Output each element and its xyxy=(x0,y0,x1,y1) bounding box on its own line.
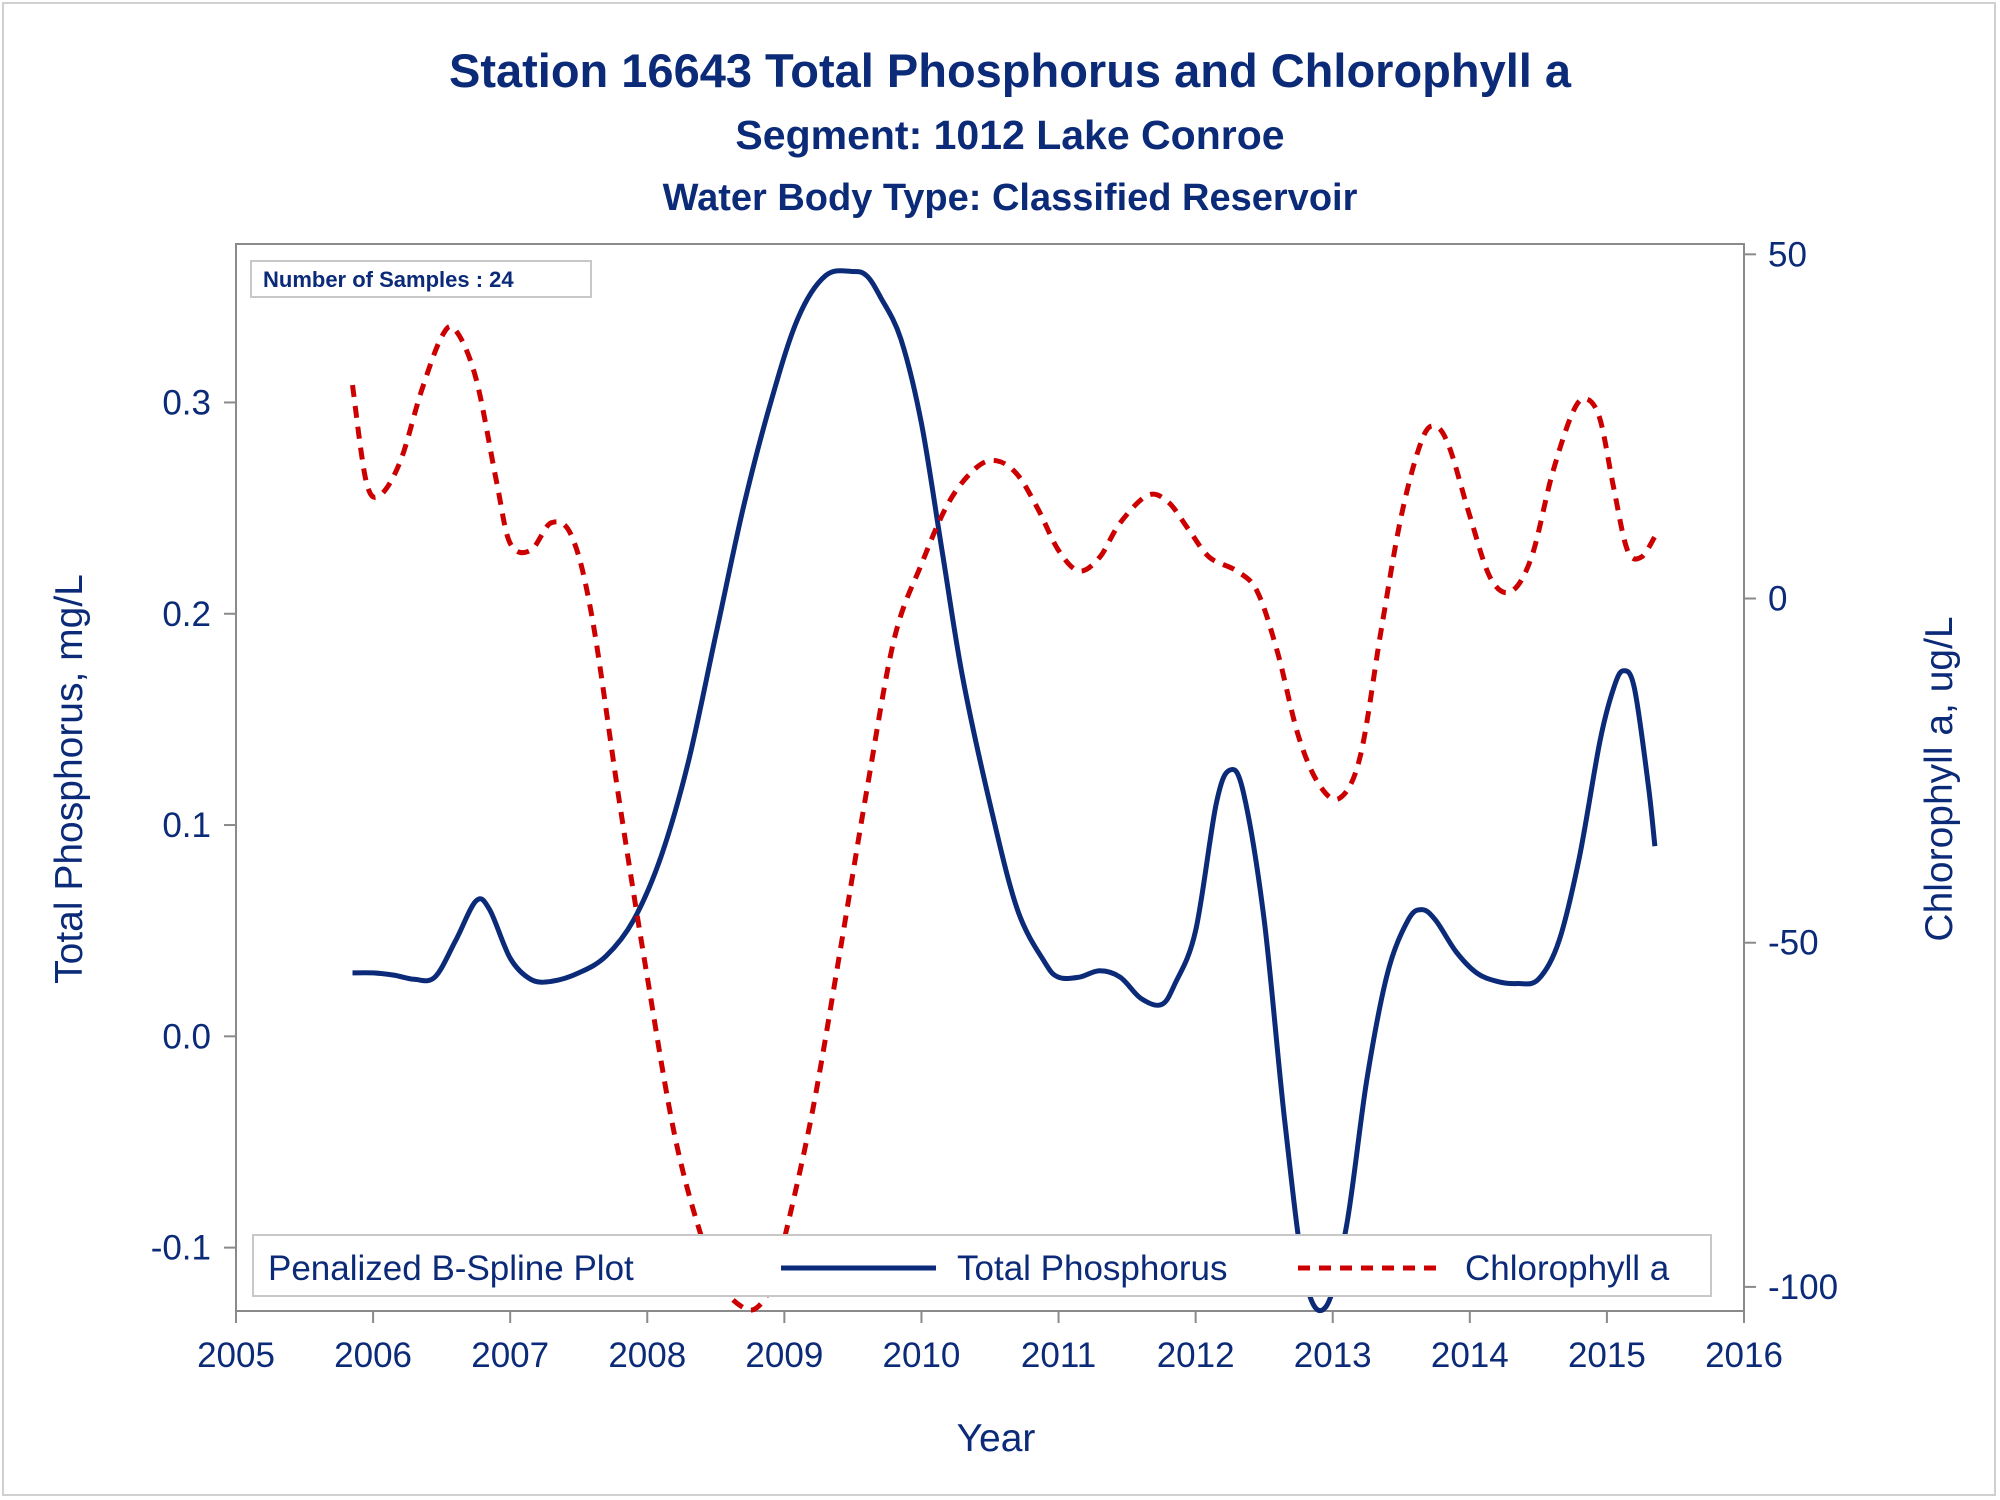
x-tick-label-2016: 2016 xyxy=(1705,1336,1783,1375)
y-tick-label-0-1: -0.1 xyxy=(151,1229,211,1268)
chart-subtitle: Segment: 1012 Lake Conroe xyxy=(735,112,1284,158)
x-tick-label-2012: 2012 xyxy=(1157,1336,1235,1375)
y2-axis-label: Chlorophyll a, ug/L xyxy=(1918,616,1961,941)
x-tick-label-2008: 2008 xyxy=(608,1336,686,1375)
y-axis-label: Total Phosphorus, mg/L xyxy=(48,574,91,984)
series-line-total-phosphorus xyxy=(352,268,1658,1314)
x-axis-label: Year xyxy=(957,1417,1036,1460)
legend-label-chlorophyll-a: Chlorophyll a xyxy=(1465,1249,1670,1288)
y2-tick-label-50: 50 xyxy=(1768,235,1807,274)
chart-svg: Station 16643 Total Phosphorus and Chlor… xyxy=(48,44,1961,1460)
series-layer xyxy=(350,268,1658,1314)
x-tick-label-2006: 2006 xyxy=(334,1336,412,1375)
x-tick-label-2005: 2005 xyxy=(197,1336,275,1375)
sample-count-label: Number of Samples : 24 xyxy=(263,267,514,292)
chart-subtitle2: Water Body Type: Classified Reservoir xyxy=(663,177,1358,219)
y2-tick-label-50: -50 xyxy=(1768,924,1819,963)
y-tick-label-0-3: 0.3 xyxy=(162,383,211,422)
x-tick-label-2014: 2014 xyxy=(1431,1336,1509,1375)
y2-axis: -100 -50 0 50 xyxy=(1744,235,1838,1307)
x-tick-label-2013: 2013 xyxy=(1294,1336,1372,1375)
x-axis: 2005 2006 2007 2008 2009 2010 2011 2012 2013 2014… xyxy=(197,1311,1783,1375)
y-axis: -0.1 0.0 0.1 0.2 0.3 xyxy=(151,383,236,1268)
inset-frame xyxy=(250,260,592,298)
x-tick-label-2009: 2009 xyxy=(745,1336,823,1375)
series-line-chlorophyll-a xyxy=(350,324,1658,1313)
x-tick-label-2007: 2007 xyxy=(471,1336,549,1375)
legend-label-total-phosphorus: Total Phosphorus xyxy=(957,1249,1227,1288)
y-tick-label-0-1: 0.1 xyxy=(162,806,211,845)
legend: Penalized B-Spline Plot Total Phosphorus… xyxy=(252,1234,1712,1297)
y2-tick-label-100: -100 xyxy=(1768,1268,1838,1307)
chart-title: Station 16643 Total Phosphorus and Chlor… xyxy=(449,44,1572,97)
x-tick-label-2010: 2010 xyxy=(883,1336,961,1375)
legend-title: Penalized B-Spline Plot xyxy=(268,1249,634,1288)
legend-frame xyxy=(252,1234,1712,1297)
x-tick-label-2011: 2011 xyxy=(1021,1336,1096,1375)
plot-area xyxy=(235,243,1745,1312)
inset-box: Number of Samples : 24 xyxy=(250,260,592,298)
y-tick-label-0-0: 0.0 xyxy=(162,1017,211,1056)
y2-tick-label-0: 0 xyxy=(1768,580,1787,619)
x-tick-label-2015: 2015 xyxy=(1568,1336,1646,1375)
y-tick-label-0-2: 0.2 xyxy=(162,595,211,634)
